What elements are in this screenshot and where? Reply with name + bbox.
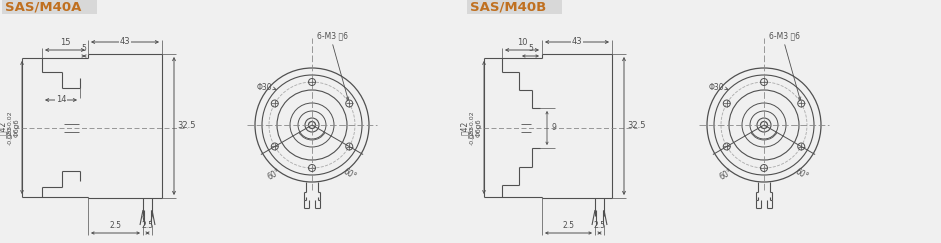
Text: -0.033: -0.033 [8, 125, 12, 145]
Text: ΢20-0.02: ΢20-0.02 [470, 110, 475, 138]
Text: Φ30: Φ30 [709, 84, 725, 93]
Text: 43: 43 [120, 37, 130, 46]
Text: 2.5: 2.5 [563, 221, 575, 230]
Text: 9: 9 [552, 123, 557, 132]
Text: 5: 5 [528, 44, 533, 53]
Text: 32.5: 32.5 [627, 122, 646, 130]
Text: 14: 14 [56, 95, 66, 104]
Text: 2.5: 2.5 [141, 221, 153, 230]
Text: 2.5: 2.5 [109, 221, 121, 230]
Text: 5: 5 [82, 44, 87, 53]
Text: 60°: 60° [718, 167, 734, 181]
Text: SAS/M40A: SAS/M40A [5, 0, 81, 14]
Text: 60°: 60° [342, 167, 359, 181]
Text: ΢42: ΢42 [0, 121, 7, 135]
FancyBboxPatch shape [2, 0, 97, 14]
Text: 60°: 60° [794, 167, 810, 181]
Text: 43: 43 [572, 37, 582, 46]
Text: 6-M3 淸6: 6-M3 淸6 [317, 32, 348, 41]
Text: 32.5: 32.5 [177, 122, 196, 130]
Text: 15: 15 [59, 38, 71, 47]
Text: 2.5: 2.5 [594, 221, 605, 230]
Text: 10: 10 [517, 38, 527, 47]
Text: Φ30: Φ30 [257, 84, 273, 93]
FancyBboxPatch shape [467, 0, 562, 14]
Text: ΢42: ΢42 [459, 121, 469, 135]
Text: Φ6g6: Φ6g6 [476, 119, 482, 137]
Text: 60°: 60° [266, 167, 282, 181]
Text: SAS/M40B: SAS/M40B [470, 0, 546, 14]
Text: ΢20-0.02: ΢20-0.02 [8, 110, 13, 138]
Text: -0.033: -0.033 [470, 125, 474, 145]
Text: 6-M3 淸6: 6-M3 淸6 [769, 32, 800, 41]
Text: Φ6g6: Φ6g6 [14, 119, 20, 137]
